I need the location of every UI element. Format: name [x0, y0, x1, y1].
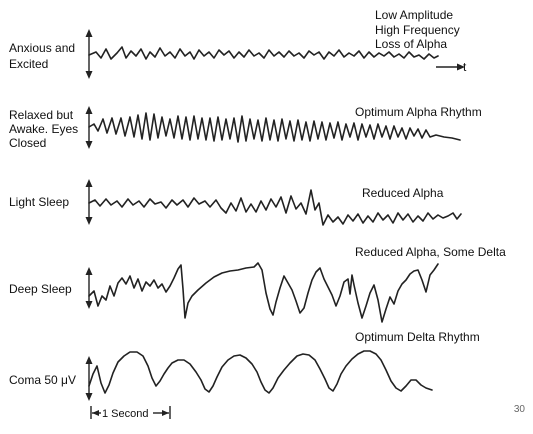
row-label-line: Awake. Eyes [9, 122, 78, 136]
annotation-line: Reduced Alpha [362, 186, 444, 200]
row-label-line: Coma 50 μV [9, 373, 76, 387]
row-anxious-excited: Anxious and Excited t Low Amplitude High… [9, 8, 467, 79]
eeg-trace [88, 46, 439, 60]
row-deep-sleep: Deep Sleep Reduced Alpha, Some Delta [9, 245, 506, 323]
annotation-line: Optimum Delta Rhythm [355, 330, 480, 344]
scale-bar-label: 1 Second [102, 408, 148, 420]
amplitude-arrow-icon [85, 179, 93, 225]
eeg-trace [88, 112, 461, 143]
amplitude-arrow-icon [85, 267, 93, 309]
annotation-line: Loss of Alpha [375, 37, 447, 51]
annotation-line: Optimum Alpha Rhythm [355, 105, 482, 119]
row-label-line: Closed [9, 136, 46, 150]
row-coma: Coma 50 μV Optimum Delta Rhythm [9, 330, 480, 401]
row-label-line: Relaxed but [9, 108, 74, 122]
eeg-trace [88, 262, 439, 323]
time-scale-bar: 1 Second [90, 406, 171, 420]
annotation-line: Low Amplitude [375, 8, 453, 22]
annotation-line: High Frequency [375, 23, 460, 37]
time-axis-arrow-icon [436, 63, 465, 71]
row-label-line: Light Sleep [9, 195, 69, 209]
time-axis-label: t [463, 60, 467, 74]
row-label-line: Anxious and [9, 41, 75, 55]
row-label-line: Deep Sleep [9, 282, 72, 296]
eeg-trace [88, 350, 433, 394]
row-label-line: Excited [9, 57, 48, 71]
amplitude-arrow-icon [85, 356, 93, 401]
eeg-trace [88, 189, 462, 226]
row-relaxed-awake: Relaxed but Awake. Eyes Closed Optimum A… [9, 105, 482, 150]
page-number: 30 [513, 404, 525, 415]
amplitude-arrow-icon [85, 29, 93, 79]
annotation-line: Reduced Alpha, Some Delta [355, 245, 506, 259]
row-light-sleep: Light Sleep Reduced Alpha [9, 179, 462, 226]
